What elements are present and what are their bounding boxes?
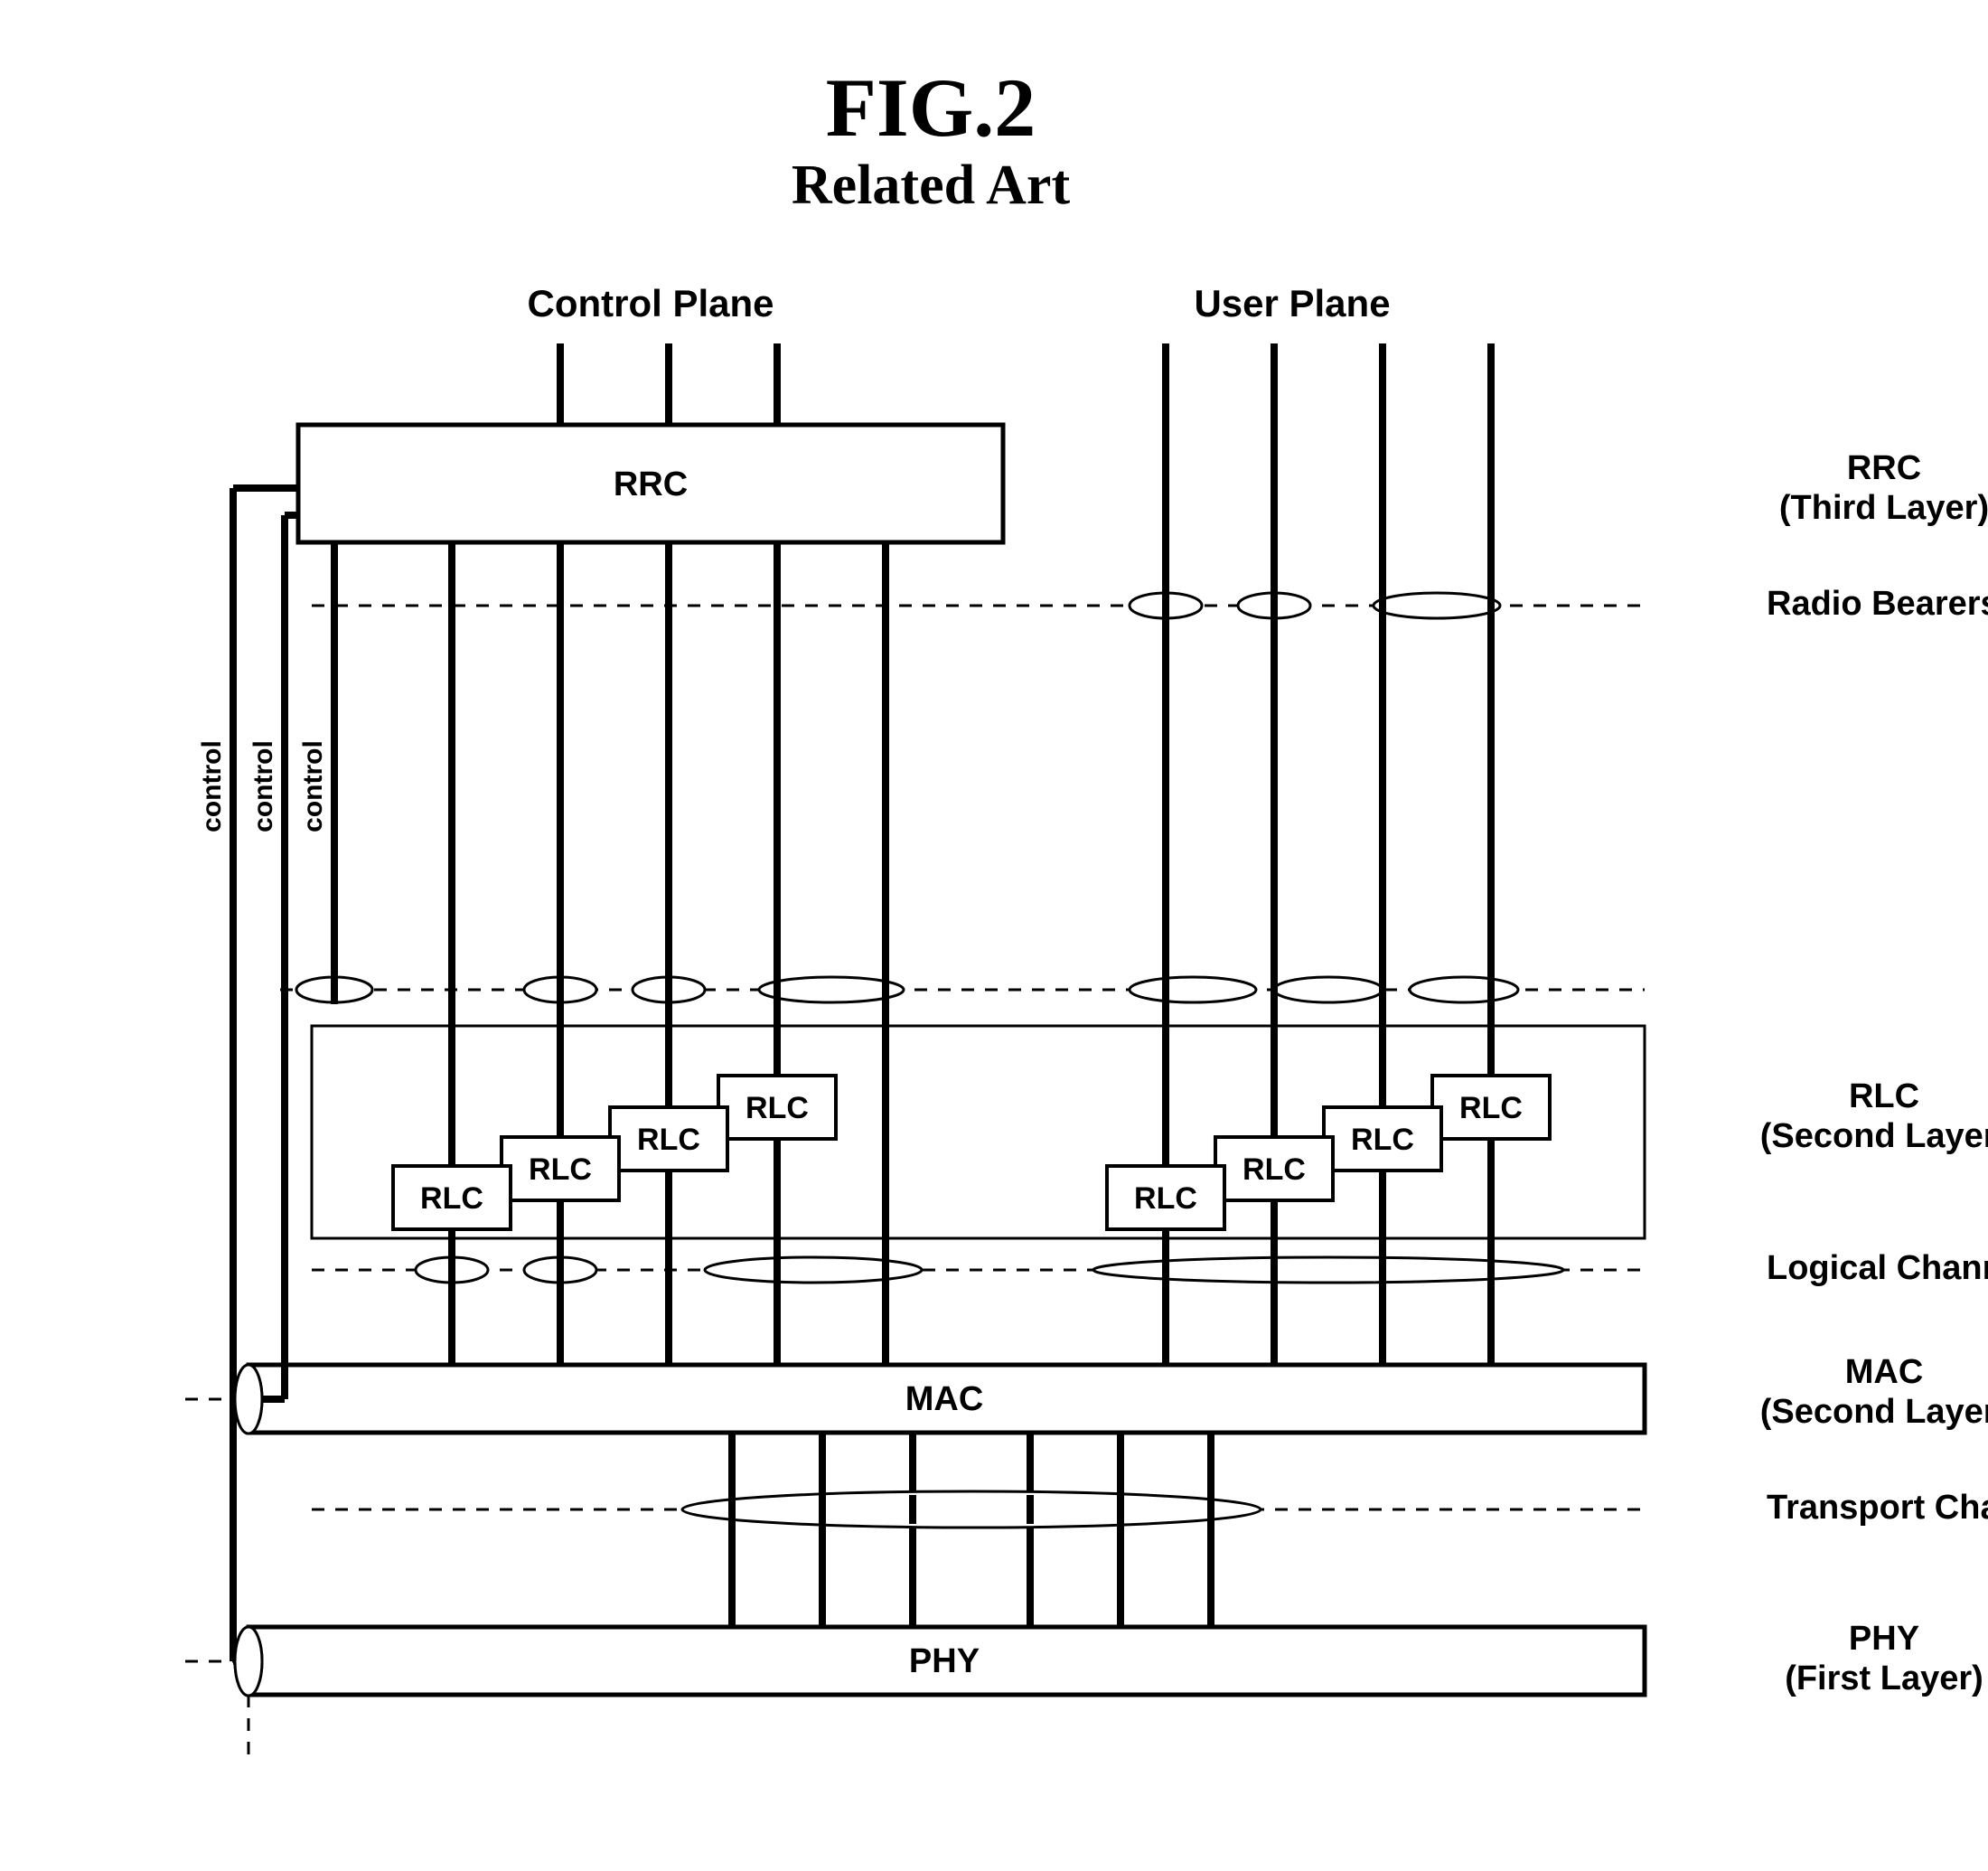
svg-text:RLC: RLC: [1849, 1077, 1919, 1115]
svg-text:RLC: RLC: [1351, 1123, 1414, 1157]
svg-text:Transport Channel: Transport Channel: [1767, 1489, 1988, 1527]
svg-text:Radio Bearers: Radio Bearers: [1767, 585, 1988, 623]
svg-text:(Second Layer): (Second Layer): [1760, 1117, 1988, 1155]
svg-text:RLC: RLC: [1134, 1181, 1197, 1216]
svg-text:RLC: RLC: [420, 1181, 483, 1216]
svg-text:RRC: RRC: [614, 465, 688, 503]
svg-text:control: control: [248, 740, 278, 832]
svg-text:Related Art: Related Art: [792, 155, 1071, 216]
svg-text:User Plane: User Plane: [1194, 282, 1390, 324]
svg-text:(Second Layer): (Second Layer): [1760, 1393, 1988, 1431]
svg-text:RLC: RLC: [1242, 1152, 1306, 1187]
svg-text:PHY: PHY: [1849, 1620, 1919, 1658]
svg-text:FIG.2: FIG.2: [826, 61, 1036, 154]
svg-text:control: control: [298, 740, 328, 832]
svg-text:Control Plane: Control Plane: [527, 282, 774, 324]
protocol-stack-diagram: FIG.2Related Art Control Plane User Plane R…: [0, 0, 1988, 1871]
svg-text:control: control: [197, 740, 227, 832]
svg-text:Logical Channel: Logical Channel: [1767, 1249, 1988, 1287]
svg-text:MAC: MAC: [1845, 1353, 1924, 1391]
svg-text:(Third Layer): (Third Layer): [1779, 489, 1988, 527]
svg-text:RLC: RLC: [1459, 1091, 1523, 1125]
svg-text:RRC: RRC: [1847, 449, 1921, 487]
svg-text:(First Layer): (First Layer): [1785, 1659, 1983, 1697]
svg-text:RLC: RLC: [529, 1152, 592, 1187]
svg-text:RLC: RLC: [746, 1091, 809, 1125]
svg-text:RLC: RLC: [637, 1123, 700, 1157]
svg-text:MAC: MAC: [905, 1380, 984, 1418]
svg-text:PHY: PHY: [909, 1642, 980, 1680]
